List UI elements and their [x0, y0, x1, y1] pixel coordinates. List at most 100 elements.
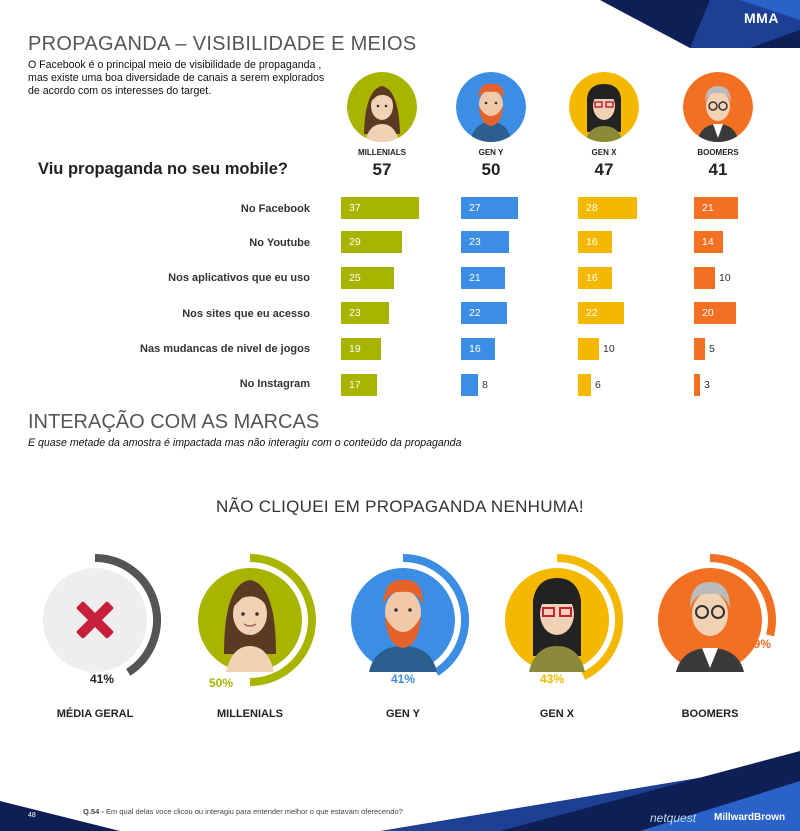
- ring-millennials: [180, 550, 320, 690]
- bar-value-geny-3: 22: [469, 307, 481, 319]
- bar-boomers-1: [694, 231, 723, 253]
- bar-value-geny-0: 27: [469, 202, 481, 214]
- section-subtitle-interaction: E quase metade da amostra é impactada ma…: [28, 437, 462, 449]
- row-label-sites: Nos sites que eu acesso: [182, 308, 310, 320]
- gen-label-genx: GEN X: [591, 148, 617, 157]
- footnote-prefix: Q.54 -: [83, 807, 104, 816]
- ring-pct-genx: 43%: [540, 672, 565, 686]
- ring-pct-media-geral: 41%: [90, 672, 115, 686]
- gen-label-geny: GEN Y: [478, 148, 504, 157]
- bar-value-millennials-3: 23: [349, 307, 361, 319]
- bar-boomers-2: [694, 267, 715, 289]
- bearded-man-avatar-large: [369, 579, 437, 672]
- millennial-woman-avatar-large: [224, 580, 276, 672]
- bar-geny-3: [461, 302, 507, 324]
- row-label-facebook: No Facebook: [240, 203, 310, 215]
- ring-pct-millennials: 50%: [209, 676, 234, 690]
- bar-geny-1: [461, 231, 509, 253]
- bar-geny-2: [461, 267, 505, 289]
- ring-boomers: [640, 550, 780, 690]
- millennial-woman-avatar: [347, 72, 417, 142]
- bar-value-genx-2: 16: [586, 272, 598, 284]
- ring-media-geral: [25, 550, 165, 690]
- bar-value-boomers-1: 14: [702, 236, 714, 248]
- page-title: PROPAGANDA – VISIBILIDADE E MEIOS: [28, 33, 417, 55]
- intro-text: O Facebook é o principal meio de visibil…: [28, 59, 325, 97]
- ring-label-boomers: BOOMERS: [681, 708, 739, 720]
- gen-total-millennials: 57: [372, 160, 392, 179]
- bar-millennials-5: [341, 374, 377, 396]
- gen-label-boomers: BOOMERS: [697, 148, 739, 157]
- ring-label-geny: GEN Y: [385, 708, 421, 720]
- bearded-man-avatar: [456, 72, 526, 142]
- section-title-interaction: INTERAÇÃO COM AS MARCAS: [28, 411, 320, 433]
- row-label-youtube: No Youtube: [249, 237, 310, 249]
- woman-with-glasses-avatar-large: [529, 578, 585, 672]
- ring-geny: [333, 550, 473, 690]
- bar-boomers-3: [694, 302, 736, 324]
- bar-value-boomers-0: 21: [702, 202, 714, 214]
- bar-value-geny-4: 16: [469, 343, 481, 355]
- chart-question: Viu propaganda no seu mobile?: [38, 160, 288, 178]
- bar-value-geny-2: 21: [469, 272, 481, 284]
- gen-label-millennials: MILLENIALS: [358, 148, 406, 157]
- bar-value-boomers-5: 3: [704, 379, 710, 391]
- woman-with-glasses-avatar: [569, 72, 639, 142]
- bar-value-millennials-5: 17: [349, 379, 361, 391]
- ring-genx: [487, 550, 627, 690]
- mma-logo: MMA: [744, 10, 779, 26]
- bar-value-genx-5: 6: [595, 379, 601, 391]
- bar-boomers-0: [694, 197, 738, 219]
- ring-arc-geny: [402, 554, 469, 676]
- no-click-title: NÃO CLIQUEI EM PROPAGANDA NENHUMA!: [216, 497, 584, 516]
- ring-arc-media-geral: [94, 554, 161, 676]
- bar-millennials-4: [341, 338, 381, 360]
- bar-genx-5: [578, 374, 591, 396]
- corner-decoration-top: [600, 0, 800, 48]
- page-number: 48: [28, 812, 36, 819]
- bar-boomers-5: [694, 374, 700, 396]
- bar-value-millennials-2: 25: [349, 272, 361, 284]
- bar-genx-3: [578, 302, 624, 324]
- bar-millennials-2: [341, 267, 394, 289]
- bar-value-genx-4: 10: [603, 343, 615, 355]
- bar-value-boomers-3: 20: [702, 307, 714, 319]
- bar-genx-1: [578, 231, 612, 253]
- ring-arc-genx: [556, 554, 623, 680]
- bar-genx-4: [578, 338, 599, 360]
- bar-value-genx-1: 16: [586, 236, 598, 248]
- bar-geny-4: [461, 338, 495, 360]
- gen-total-boomers: 41: [708, 160, 728, 179]
- netquest-logo: netquest: [650, 811, 697, 825]
- ring-label-media-geral: MÉDIA GERAL: [56, 708, 134, 720]
- corner-decoration-bottom: [380, 751, 800, 831]
- bar-millennials-3: [341, 302, 389, 324]
- gen-total-geny: 50: [481, 160, 501, 179]
- corner-decoration-left: [0, 801, 120, 831]
- bar-value-boomers-2: 10: [719, 272, 731, 284]
- gen-total-genx: 47: [594, 160, 614, 179]
- bar-millennials-1: [341, 231, 402, 253]
- bar-value-boomers-4: 5: [709, 343, 715, 355]
- ring-pct-boomers: 29%: [747, 637, 772, 651]
- bar-boomers-4: [694, 338, 705, 360]
- ring-pct-geny: 41%: [391, 672, 416, 686]
- bar-value-geny-5: 8: [482, 379, 488, 391]
- bar-genx-2: [578, 267, 612, 289]
- row-label-instagram: No Instagram: [239, 378, 310, 390]
- bar-value-millennials-0: 37: [349, 202, 361, 214]
- older-man-avatar-large: [676, 582, 744, 672]
- row-label-games: Nas mudancas de nivel de jogos: [140, 343, 310, 355]
- ring-label-genx: GEN X: [539, 708, 575, 720]
- bar-value-genx-3: 22: [586, 307, 598, 319]
- bar-genx-0: [578, 197, 637, 219]
- bar-millennials-0: [341, 197, 419, 219]
- bar-geny-5: [461, 374, 478, 396]
- footnote: Q.54 - Em qual delas voce clicou ou inte…: [83, 807, 403, 816]
- row-label-apps: Nos aplicativos que eu uso: [168, 272, 310, 284]
- ring-label-millennials: MILLENIALS: [217, 708, 283, 720]
- bar-value-geny-1: 23: [469, 236, 481, 248]
- bar-geny-0: [461, 197, 518, 219]
- bar-value-genx-0: 28: [586, 202, 598, 214]
- footnote-text: Em qual delas voce clicou ou interagiu p…: [105, 807, 403, 816]
